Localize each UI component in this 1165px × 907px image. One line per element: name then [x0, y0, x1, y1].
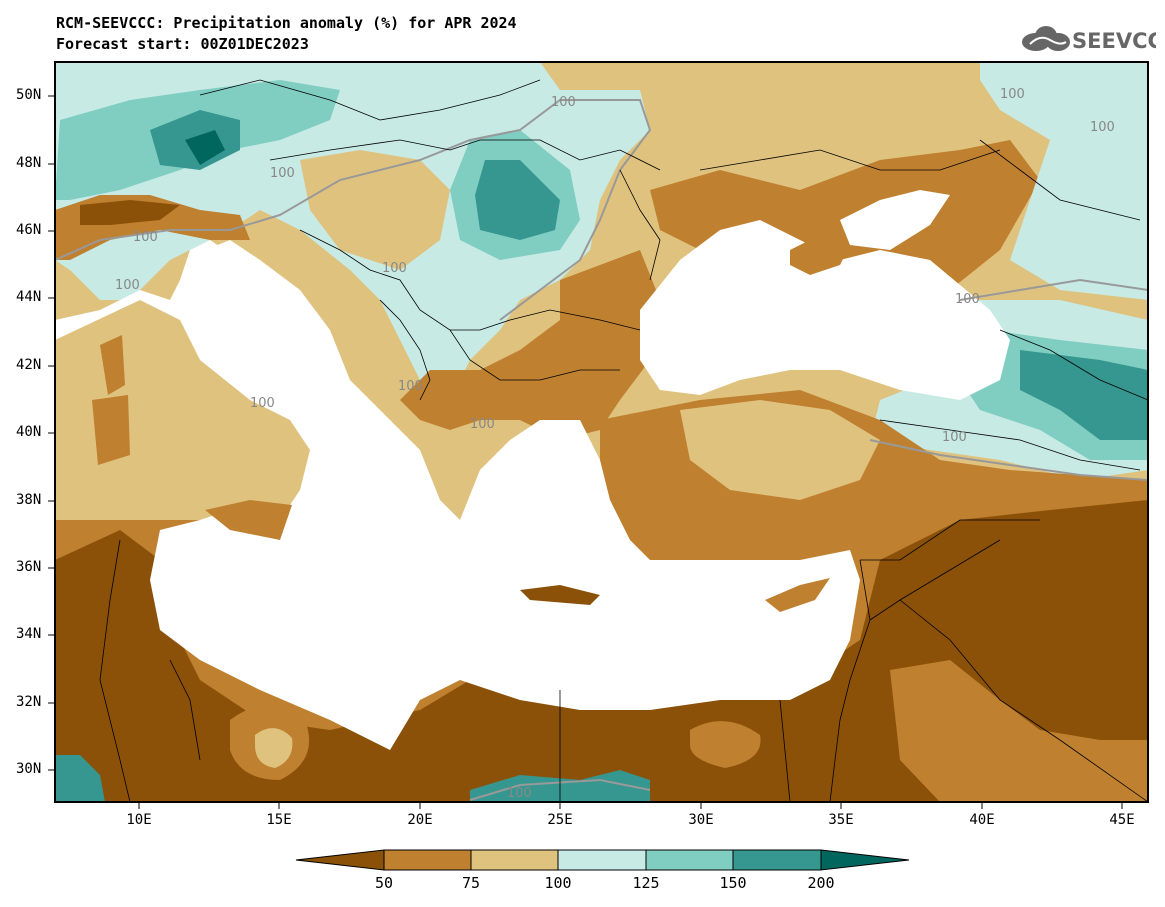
island-sardinia	[92, 395, 130, 465]
colorbar-label: 100	[544, 874, 572, 892]
contour-label: 100	[398, 379, 423, 394]
lat-label: 42N	[16, 357, 42, 373]
contour-label: 100	[382, 261, 407, 276]
lon-label: 45E	[1109, 812, 1135, 828]
lon-label: 35E	[828, 812, 854, 828]
sea-black-sea	[640, 220, 1010, 400]
island-crete	[520, 585, 600, 605]
land-crimea	[790, 235, 850, 275]
sea-azov	[840, 190, 950, 250]
field-dry-ukraine	[650, 140, 1040, 290]
lon-label: 40E	[969, 812, 995, 828]
lon-label: 15E	[266, 812, 292, 828]
forecast-start-label: Forecast start: 00Z01DEC2023	[56, 35, 309, 53]
contour-label: 100	[507, 786, 532, 801]
field-verywet-carpathians	[475, 160, 560, 240]
colorbar-label: 150	[719, 874, 747, 892]
lon-label: 25E	[547, 812, 573, 828]
map-title: RCM-SEEVCCC: Precipitation anomaly (%) f…	[56, 14, 517, 32]
colorbar-label: 200	[807, 874, 835, 892]
seevccc-logo: SEEVCCC	[1022, 26, 1156, 53]
lat-label: 40N	[16, 424, 42, 440]
axis-ticks	[48, 95, 1123, 809]
map-frame	[54, 61, 1149, 803]
country-borders	[99, 79, 1148, 802]
island-sicily	[205, 500, 292, 540]
field-extwet-caucasus	[1020, 350, 1148, 440]
lat-label: 32N	[16, 694, 42, 710]
contour-label: 100	[133, 230, 158, 245]
contour-label: 100	[955, 292, 980, 307]
lon-label: 10E	[126, 812, 152, 828]
island-corsica	[100, 335, 125, 395]
contour-label: 100	[1000, 87, 1025, 102]
contour-label: 100	[270, 166, 295, 181]
lat-label: 36N	[16, 559, 42, 575]
lat-label: 44N	[16, 289, 42, 305]
field-dry-balkans	[400, 250, 660, 440]
contour-label: 100	[250, 396, 275, 411]
field-dry-egypt-spot	[690, 721, 761, 768]
lat-label: 48N	[16, 155, 42, 171]
field-verydry-north-alps	[80, 200, 180, 225]
contour-label: 100	[942, 430, 967, 445]
field-wet-algeria-corner	[55, 755, 105, 802]
field-verydry-south	[55, 500, 1148, 802]
contour-label: 100	[470, 417, 495, 432]
contour-label: 100	[551, 95, 576, 110]
lon-label: 20E	[407, 812, 433, 828]
lat-label: 46N	[16, 222, 42, 238]
sea-mediterranean	[55, 240, 860, 750]
lat-label: 30N	[16, 761, 42, 777]
logo-text: SEEVCCC	[1072, 29, 1156, 53]
contour-label: 100	[115, 278, 140, 293]
cloud-icon	[1022, 26, 1070, 51]
field-wet-northeast	[980, 62, 1148, 300]
field-slightlydry-anatolia	[680, 400, 880, 500]
colorbar-label: 75	[461, 874, 481, 892]
lat-label: 38N	[16, 492, 42, 508]
lat-label: 34N	[16, 626, 42, 642]
field-dry-arabia	[890, 660, 1148, 802]
field-slightlydry-libya-spot	[255, 728, 293, 768]
lon-label: 30E	[688, 812, 714, 828]
island-cyprus	[765, 578, 830, 612]
field-extwet-alps	[185, 130, 225, 165]
colorbar-label: 50	[374, 874, 394, 892]
contour-label: 100	[1090, 120, 1115, 135]
field-dry-pannonia	[300, 150, 450, 270]
colorbar-label: 125	[632, 874, 660, 892]
lat-label: 50N	[16, 87, 42, 103]
